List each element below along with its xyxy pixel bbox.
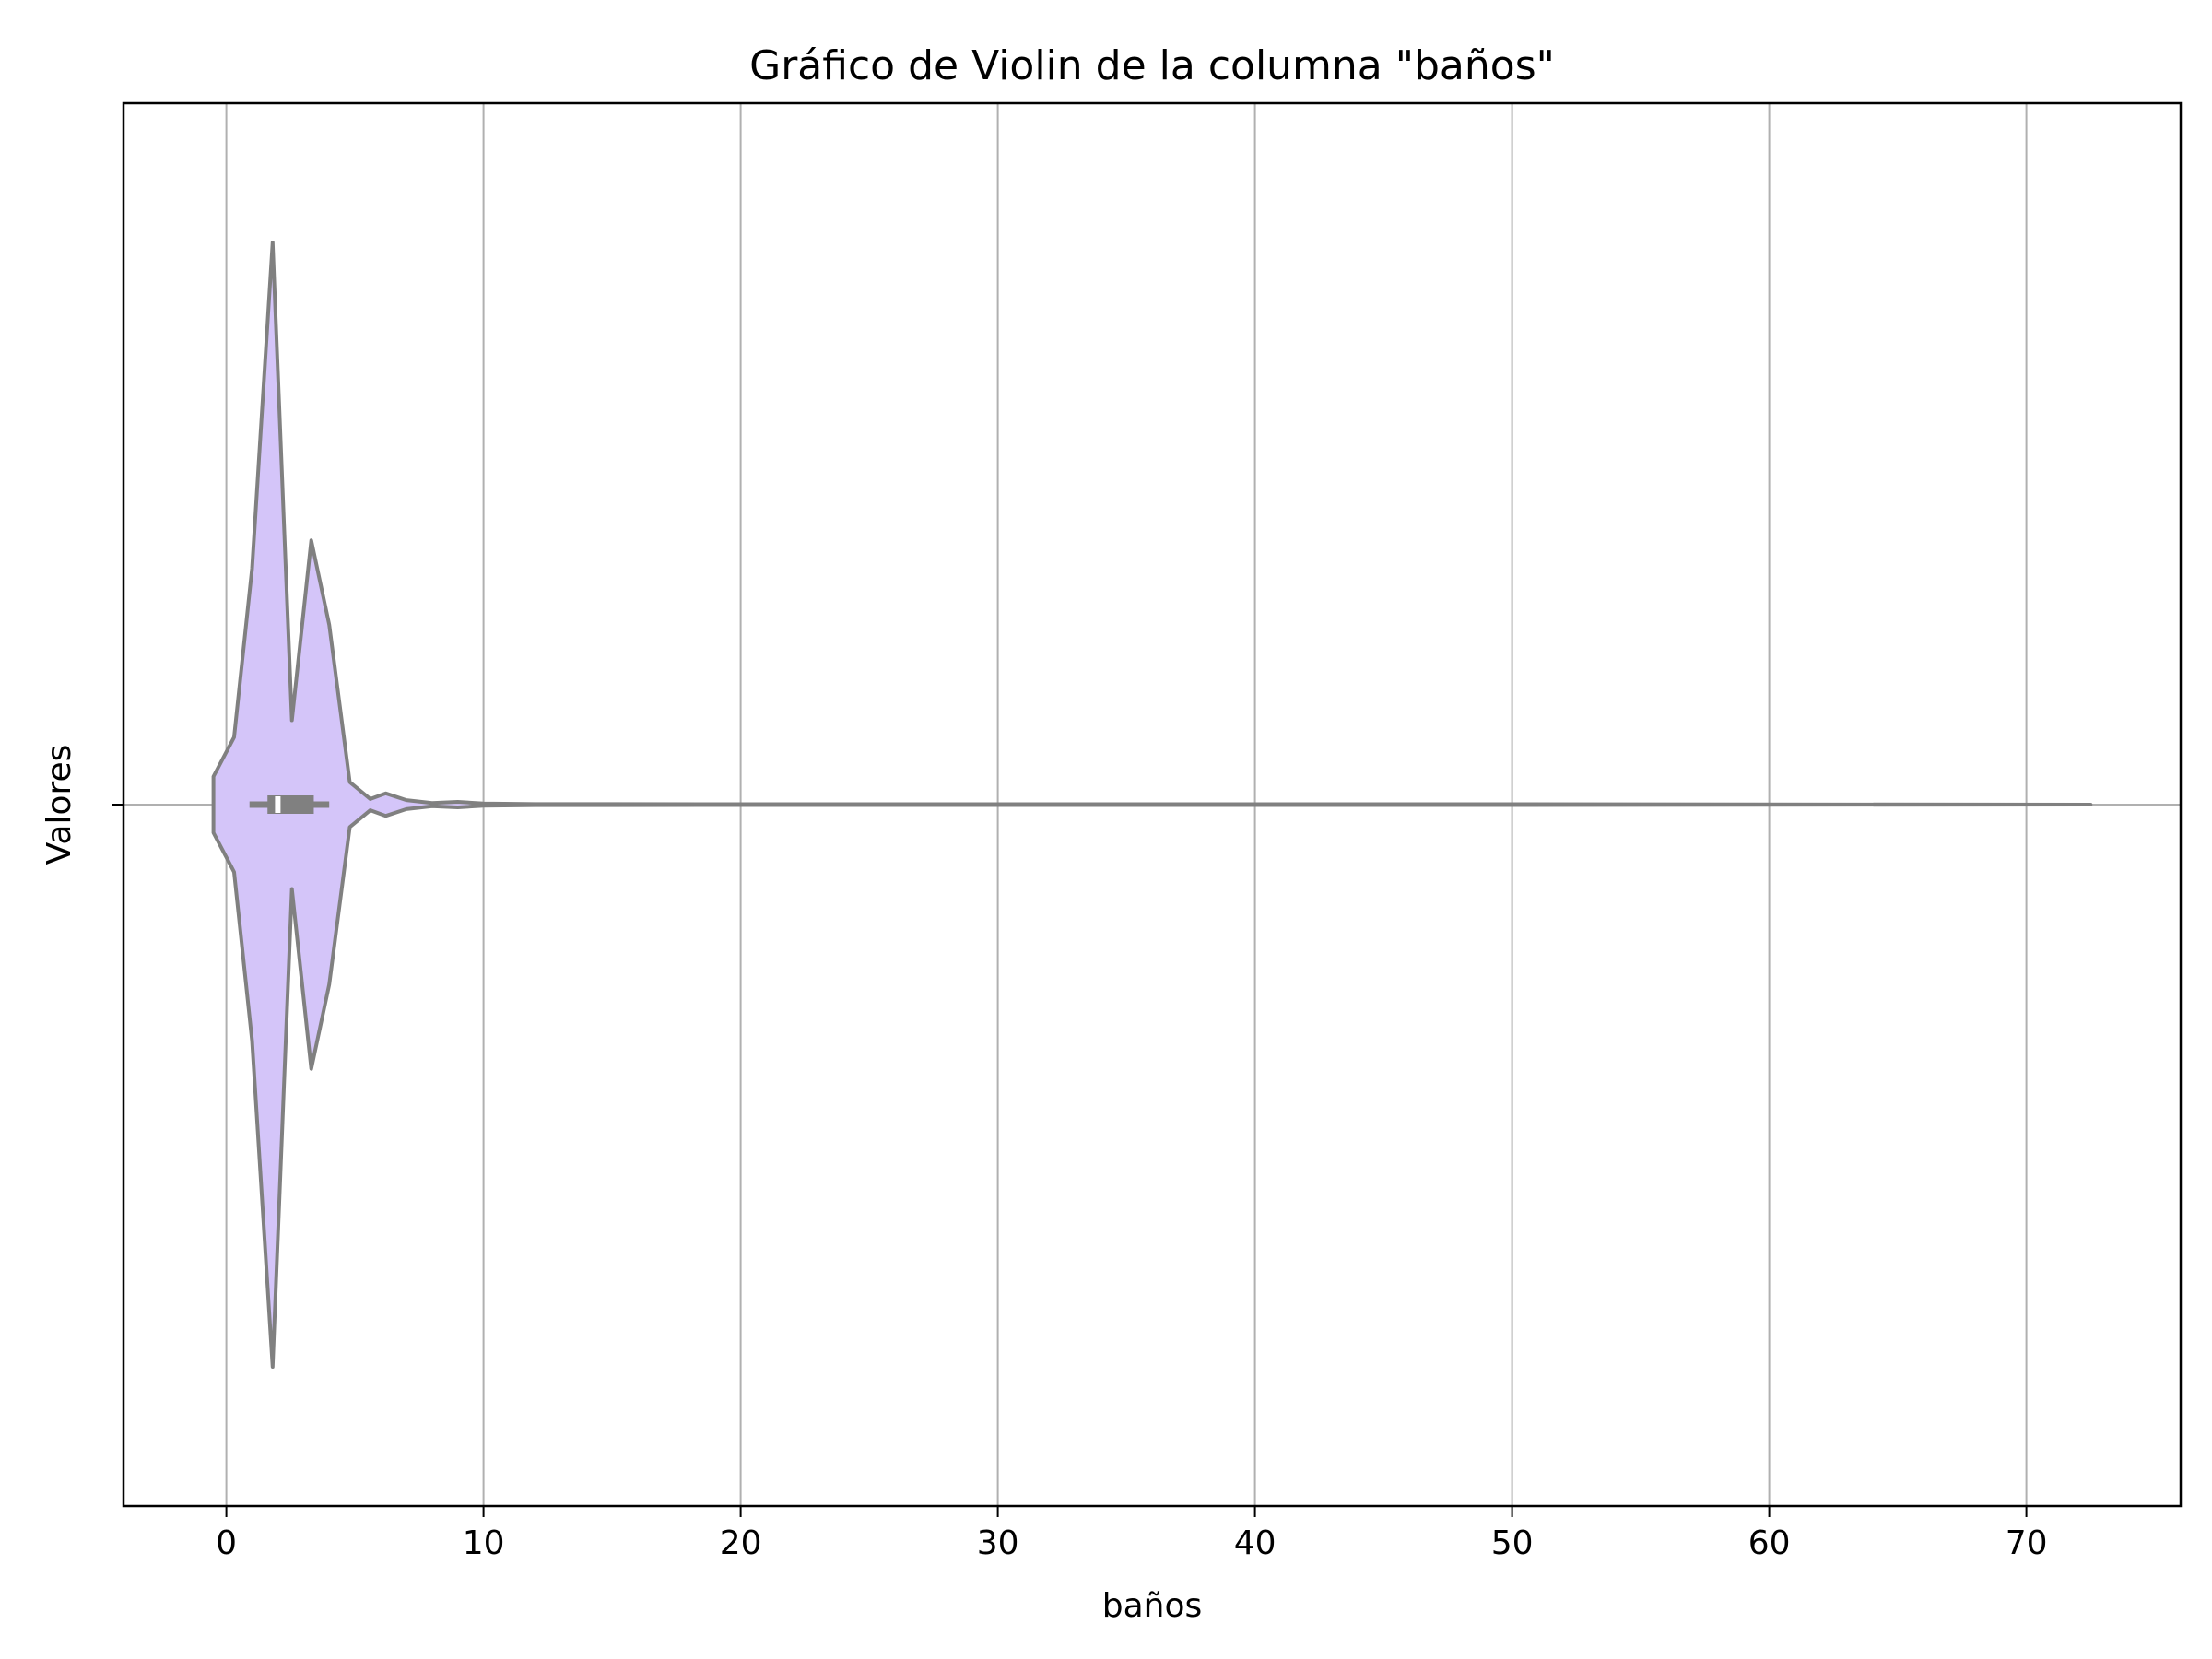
violin-plot — [211, 241, 2093, 1369]
chart-title: Gráfico de Violin de la columna "baños" — [749, 42, 1555, 89]
x-tick-label: 0 — [216, 1524, 237, 1562]
violin-iqr-box — [267, 795, 314, 814]
x-axis-ticks: 0 10 20 30 40 50 60 70 — [216, 1506, 2048, 1562]
x-tick-label: 10 — [463, 1524, 505, 1562]
x-tick-label: 70 — [2006, 1524, 2048, 1562]
x-tick-label: 30 — [977, 1524, 1019, 1562]
x-tick-label: 50 — [1491, 1524, 1534, 1562]
violin-median-marker — [275, 796, 281, 813]
x-tick-label: 40 — [1234, 1524, 1277, 1562]
violin-body — [211, 241, 2093, 1369]
x-tick-label: 20 — [720, 1524, 762, 1562]
x-tick-label: 60 — [1748, 1524, 1791, 1562]
x-axis-label: baños — [1102, 1587, 1203, 1625]
y-axis-label: Valores — [41, 745, 78, 865]
